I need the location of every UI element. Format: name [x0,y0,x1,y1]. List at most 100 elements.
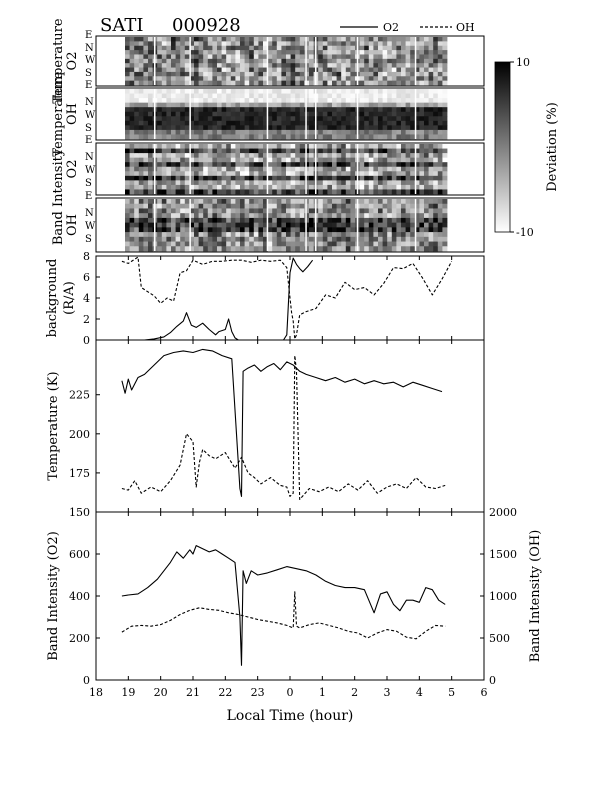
keogram-cell [129,241,135,247]
keogram-cell [332,236,337,242]
keogram-cell [414,236,420,242]
keogram-cell [373,111,379,117]
keogram-cell [253,125,259,131]
keogram-cell [125,71,130,77]
keogram-cell [304,166,310,172]
keogram-cell [405,107,411,113]
keogram-cell [322,93,328,99]
keogram-cell [327,102,333,108]
keogram-cell [221,129,227,135]
keogram-cell [414,41,420,47]
keogram-cell [350,41,356,47]
keogram-cell [157,217,163,224]
keogram-cell [373,50,379,55]
keogram-cell [276,76,282,82]
keogram-cell [368,93,374,99]
keogram-cell [396,58,402,64]
keogram-cell [378,144,383,149]
keogram-cell [180,227,186,233]
keogram-cell [230,184,236,190]
keogram-cell [129,76,135,82]
keogram-cell [368,63,374,68]
keogram-cell [424,153,429,159]
keogram-cell [258,54,264,60]
keogram-cell [134,203,140,209]
keogram-cell [290,175,296,181]
keogram-cell [359,50,365,55]
keogram-cell [226,116,232,122]
keogram-cell [194,107,199,113]
keogram-cell [396,227,402,233]
keogram-cell [166,217,172,224]
keogram-cell [143,236,149,242]
keogram-cell [129,107,135,113]
keogram-cell [138,98,144,104]
keogram-cell [290,189,296,195]
keogram-cell [322,157,328,163]
keogram-cell [350,222,356,228]
keogram-cell [295,246,301,252]
keogram-cell [221,116,227,122]
keogram-cell [396,98,402,104]
keogram-cell [350,102,356,108]
keogram-cell [401,93,406,99]
keogram-cell [171,213,176,219]
keogram-cell [212,208,218,214]
keogram-cell [437,217,443,224]
keogram-cell [226,246,232,252]
keogram-cell [299,175,305,181]
keogram-cell [405,189,411,195]
keogram-cell [203,102,209,108]
keogram-cell [249,120,255,126]
keogram-cell [350,54,356,60]
keogram-cell [281,129,287,135]
keogram-cell [198,107,204,113]
keogram-cell [276,54,282,60]
keogram-cell [364,153,370,159]
keogram-cell [368,227,374,233]
keogram-cell [125,134,130,140]
keogram-cell [373,45,379,51]
keogram-cell [240,213,245,219]
keogram-cell [244,107,250,113]
keogram-cell [267,171,273,177]
keogram-cell [364,213,370,219]
keogram-cell [148,148,153,154]
keogram-cell [203,236,209,242]
keogram-cell [299,93,305,99]
keogram-cell [391,157,397,163]
keogram-cell [336,208,342,214]
keogram-cell [184,76,190,82]
keogram-cell [276,153,282,159]
keogram-cell [437,162,443,168]
keogram-cell [295,102,301,108]
keogram-cell [138,67,144,73]
keogram-cell [258,116,264,122]
keogram-cell [221,63,227,68]
keogram-cell [387,157,393,163]
keogram-cell [258,125,264,131]
keogram-cell [249,189,255,195]
keogram-cell [318,98,324,104]
keogram-cell [364,246,370,252]
keogram-cell [410,184,416,190]
keogram-cell [304,89,310,94]
keogram-cell [184,184,190,190]
keogram-cell [382,80,388,86]
keogram-cell [171,232,176,238]
keogram-cell [419,157,425,163]
keogram-cell [299,120,305,126]
keogram-cell [299,116,305,122]
keogram-cell [401,144,406,149]
keogram-cell [171,236,176,242]
keogram-cell [230,166,236,172]
keogram-cell [281,76,287,82]
keogram-cell [350,246,356,252]
keogram-cell [368,208,374,214]
keogram-cell [157,175,163,181]
keogram-cell [258,208,264,214]
keogram-cell [359,203,365,209]
keogram-cell [253,107,259,113]
keogram-cell [281,166,287,172]
keogram-cell [322,58,328,64]
